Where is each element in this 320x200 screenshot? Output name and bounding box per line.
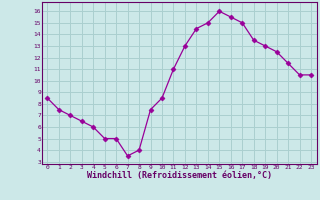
X-axis label: Windchill (Refroidissement éolien,°C): Windchill (Refroidissement éolien,°C) xyxy=(87,171,272,180)
